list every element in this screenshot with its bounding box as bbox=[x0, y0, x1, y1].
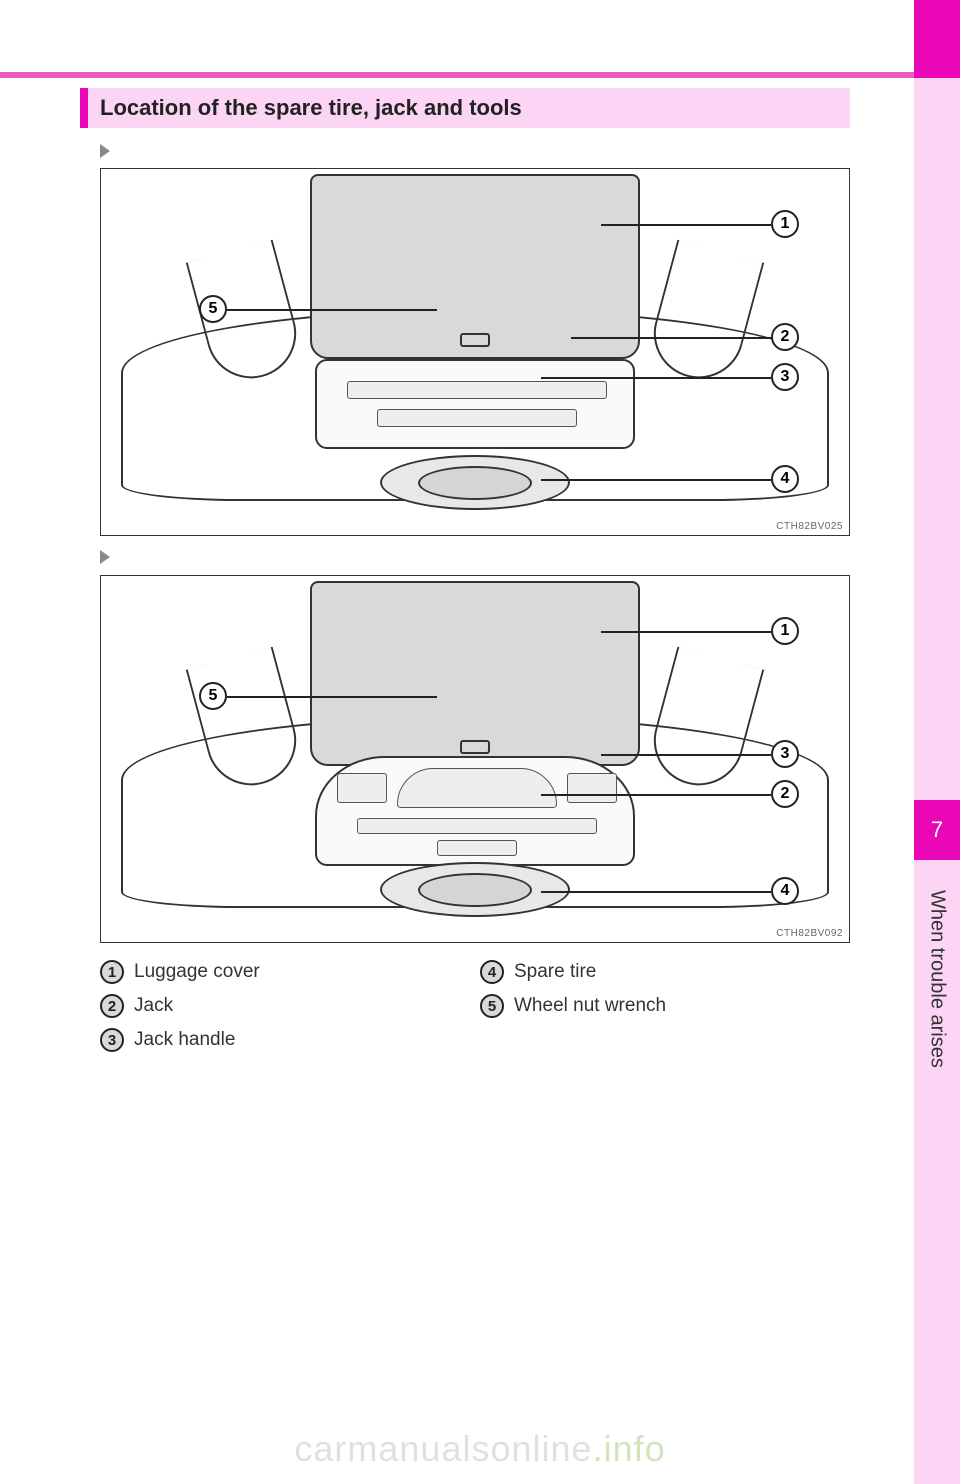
tray-slot bbox=[357, 818, 597, 834]
callout-lead bbox=[541, 479, 771, 481]
diagram-code: CTH82BV092 bbox=[776, 928, 843, 939]
callout-lead bbox=[227, 696, 437, 698]
chapter-number-tab: 7 bbox=[914, 800, 960, 860]
callout-3: 3 bbox=[771, 740, 799, 768]
legend-label: Jack bbox=[134, 995, 173, 1017]
top-thin-accent-bar bbox=[0, 72, 914, 78]
legend: 1 Luggage cover 4 Spare tire 2 Jack 5 Wh… bbox=[100, 960, 860, 1052]
legend-item-5: 5 Wheel nut wrench bbox=[480, 994, 860, 1018]
tool-tray bbox=[315, 359, 635, 449]
callout-5: 5 bbox=[199, 682, 227, 710]
callout-number: 2 bbox=[781, 328, 790, 346]
subsection-arrow-icon bbox=[100, 550, 110, 564]
callout-2: 2 bbox=[771, 323, 799, 351]
callout-lead bbox=[541, 891, 771, 893]
callout-lead bbox=[227, 309, 437, 311]
diagram-type-a: 1 2 3 4 5 CTH82BV025 bbox=[100, 168, 850, 536]
callout-lead bbox=[601, 754, 771, 756]
tray-slot bbox=[347, 381, 607, 399]
callout-number: 5 bbox=[209, 300, 218, 318]
legend-number-icon: 1 bbox=[100, 960, 124, 984]
tray-slot bbox=[337, 773, 387, 803]
subsection-arrow-icon bbox=[100, 144, 110, 158]
spare-tire bbox=[380, 455, 570, 510]
callout-lead bbox=[541, 377, 771, 379]
watermark: carmanualsonline.info bbox=[294, 1428, 665, 1470]
callout-lead bbox=[601, 631, 771, 633]
legend-number-icon: 4 bbox=[480, 960, 504, 984]
watermark-main: carmanualsonline bbox=[294, 1428, 592, 1469]
legend-label: Luggage cover bbox=[134, 961, 260, 983]
legend-item-4: 4 Spare tire bbox=[480, 960, 860, 984]
legend-number-icon: 3 bbox=[100, 1028, 124, 1052]
luggage-cover-handle bbox=[460, 333, 490, 347]
callout-3: 3 bbox=[771, 363, 799, 391]
tray-slot bbox=[437, 840, 517, 856]
callout-number: 3 bbox=[781, 368, 790, 386]
callout-2: 2 bbox=[771, 780, 799, 808]
watermark-tld: .info bbox=[593, 1428, 666, 1469]
callout-number: 4 bbox=[781, 470, 790, 488]
callout-1: 1 bbox=[771, 210, 799, 238]
callout-number: 5 bbox=[209, 687, 218, 705]
luggage-cover-handle bbox=[460, 740, 490, 754]
section-title: Location of the spare tire, jack and too… bbox=[100, 95, 522, 121]
callout-4: 4 bbox=[771, 465, 799, 493]
section-header: Location of the spare tire, jack and too… bbox=[80, 88, 850, 128]
callout-lead bbox=[601, 224, 771, 226]
tray-slot bbox=[567, 773, 617, 803]
callout-number: 3 bbox=[781, 745, 790, 763]
legend-item-2: 2 Jack bbox=[100, 994, 480, 1018]
legend-label: Jack handle bbox=[134, 1029, 235, 1051]
tray-slot bbox=[377, 409, 577, 427]
luggage-cover bbox=[310, 581, 640, 766]
trunk-illustration bbox=[121, 676, 829, 922]
callout-number: 1 bbox=[781, 622, 790, 640]
callout-number: 1 bbox=[781, 215, 790, 233]
legend-number-icon: 2 bbox=[100, 994, 124, 1018]
luggage-cover bbox=[310, 174, 640, 359]
diagram-type-b: 1 3 2 4 5 CTH82BV092 bbox=[100, 575, 850, 943]
legend-number-icon: 5 bbox=[480, 994, 504, 1018]
chapter-number: 7 bbox=[931, 817, 943, 843]
callout-lead bbox=[541, 794, 771, 796]
tray-slot bbox=[397, 768, 557, 808]
callout-number: 4 bbox=[781, 882, 790, 900]
callout-lead bbox=[571, 337, 771, 339]
callout-number: 2 bbox=[781, 785, 790, 803]
legend-label: Wheel nut wrench bbox=[514, 995, 666, 1017]
callout-5: 5 bbox=[199, 295, 227, 323]
legend-item-1: 1 Luggage cover bbox=[100, 960, 480, 984]
diagram-code: CTH82BV025 bbox=[776, 521, 843, 532]
chapter-title-vertical: When trouble arises bbox=[914, 870, 960, 1270]
legend-label: Spare tire bbox=[514, 961, 596, 983]
callout-1: 1 bbox=[771, 617, 799, 645]
page: 7 When trouble arises Location of the sp… bbox=[0, 0, 960, 1484]
right-sidebar-top-accent bbox=[914, 0, 960, 78]
spare-tire bbox=[380, 862, 570, 917]
legend-item-3: 3 Jack handle bbox=[100, 1028, 480, 1052]
callout-4: 4 bbox=[771, 877, 799, 905]
tool-tray bbox=[315, 756, 635, 866]
